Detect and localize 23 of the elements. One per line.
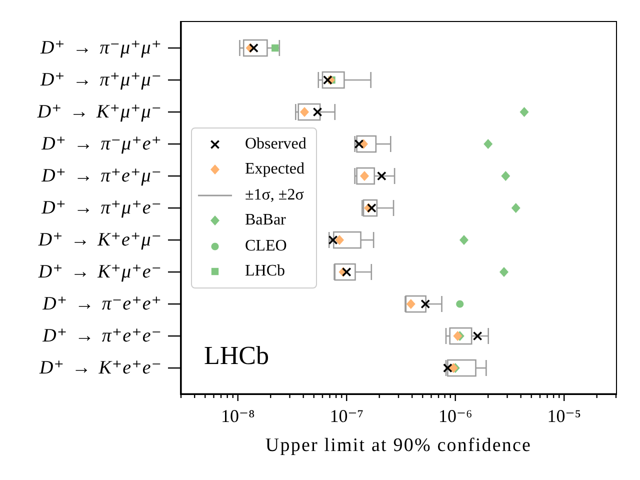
y-tick-label: D⁺ → K⁺e⁺e⁻ <box>38 358 162 378</box>
y-tick-label: D⁺ → π⁻e⁺e⁺ <box>42 294 162 314</box>
legend-label: ±1σ, ±2σ <box>245 186 304 204</box>
legend-label: CLEO <box>245 237 287 256</box>
legend-label: BaBar <box>245 212 286 230</box>
y-tick-label: D⁺ → π⁻μ⁺μ⁺ <box>39 38 162 58</box>
y-tick-label: D⁺ → K⁺e⁺μ⁻ <box>37 230 162 250</box>
legend-label: LHCb <box>245 262 285 281</box>
y-tick-label: D⁺ → π⁺μ⁺μ⁻ <box>39 70 162 90</box>
y-tick-label: D⁺ → π⁺μ⁺e⁻ <box>40 198 162 218</box>
x-tick-label: 10⁻⁶ <box>438 406 472 426</box>
legend-label: Expected <box>245 160 305 179</box>
legend-label: Observed <box>245 135 306 154</box>
y-tick-label: D⁺ → π⁻μ⁺e⁺ <box>40 134 162 154</box>
y-tick-label: D⁺ → K⁺μ⁺e⁻ <box>37 262 162 282</box>
x-tick-label: 10⁻⁷ <box>330 406 364 426</box>
annotation: LHCb <box>204 341 269 371</box>
y-tick-label: D⁺ → K⁺μ⁺μ⁻ <box>36 102 162 122</box>
y-tick-label: D⁺ → π⁺e⁺e⁻ <box>42 326 162 346</box>
x-axis-title: Upper limit at 90% confidence <box>265 435 532 456</box>
y-tick-label: D⁺ → π⁺e⁺μ⁻ <box>40 166 162 186</box>
x-tick-label: 10⁻⁵ <box>547 406 582 426</box>
x-tick-label: 10⁻⁸ <box>220 406 255 426</box>
